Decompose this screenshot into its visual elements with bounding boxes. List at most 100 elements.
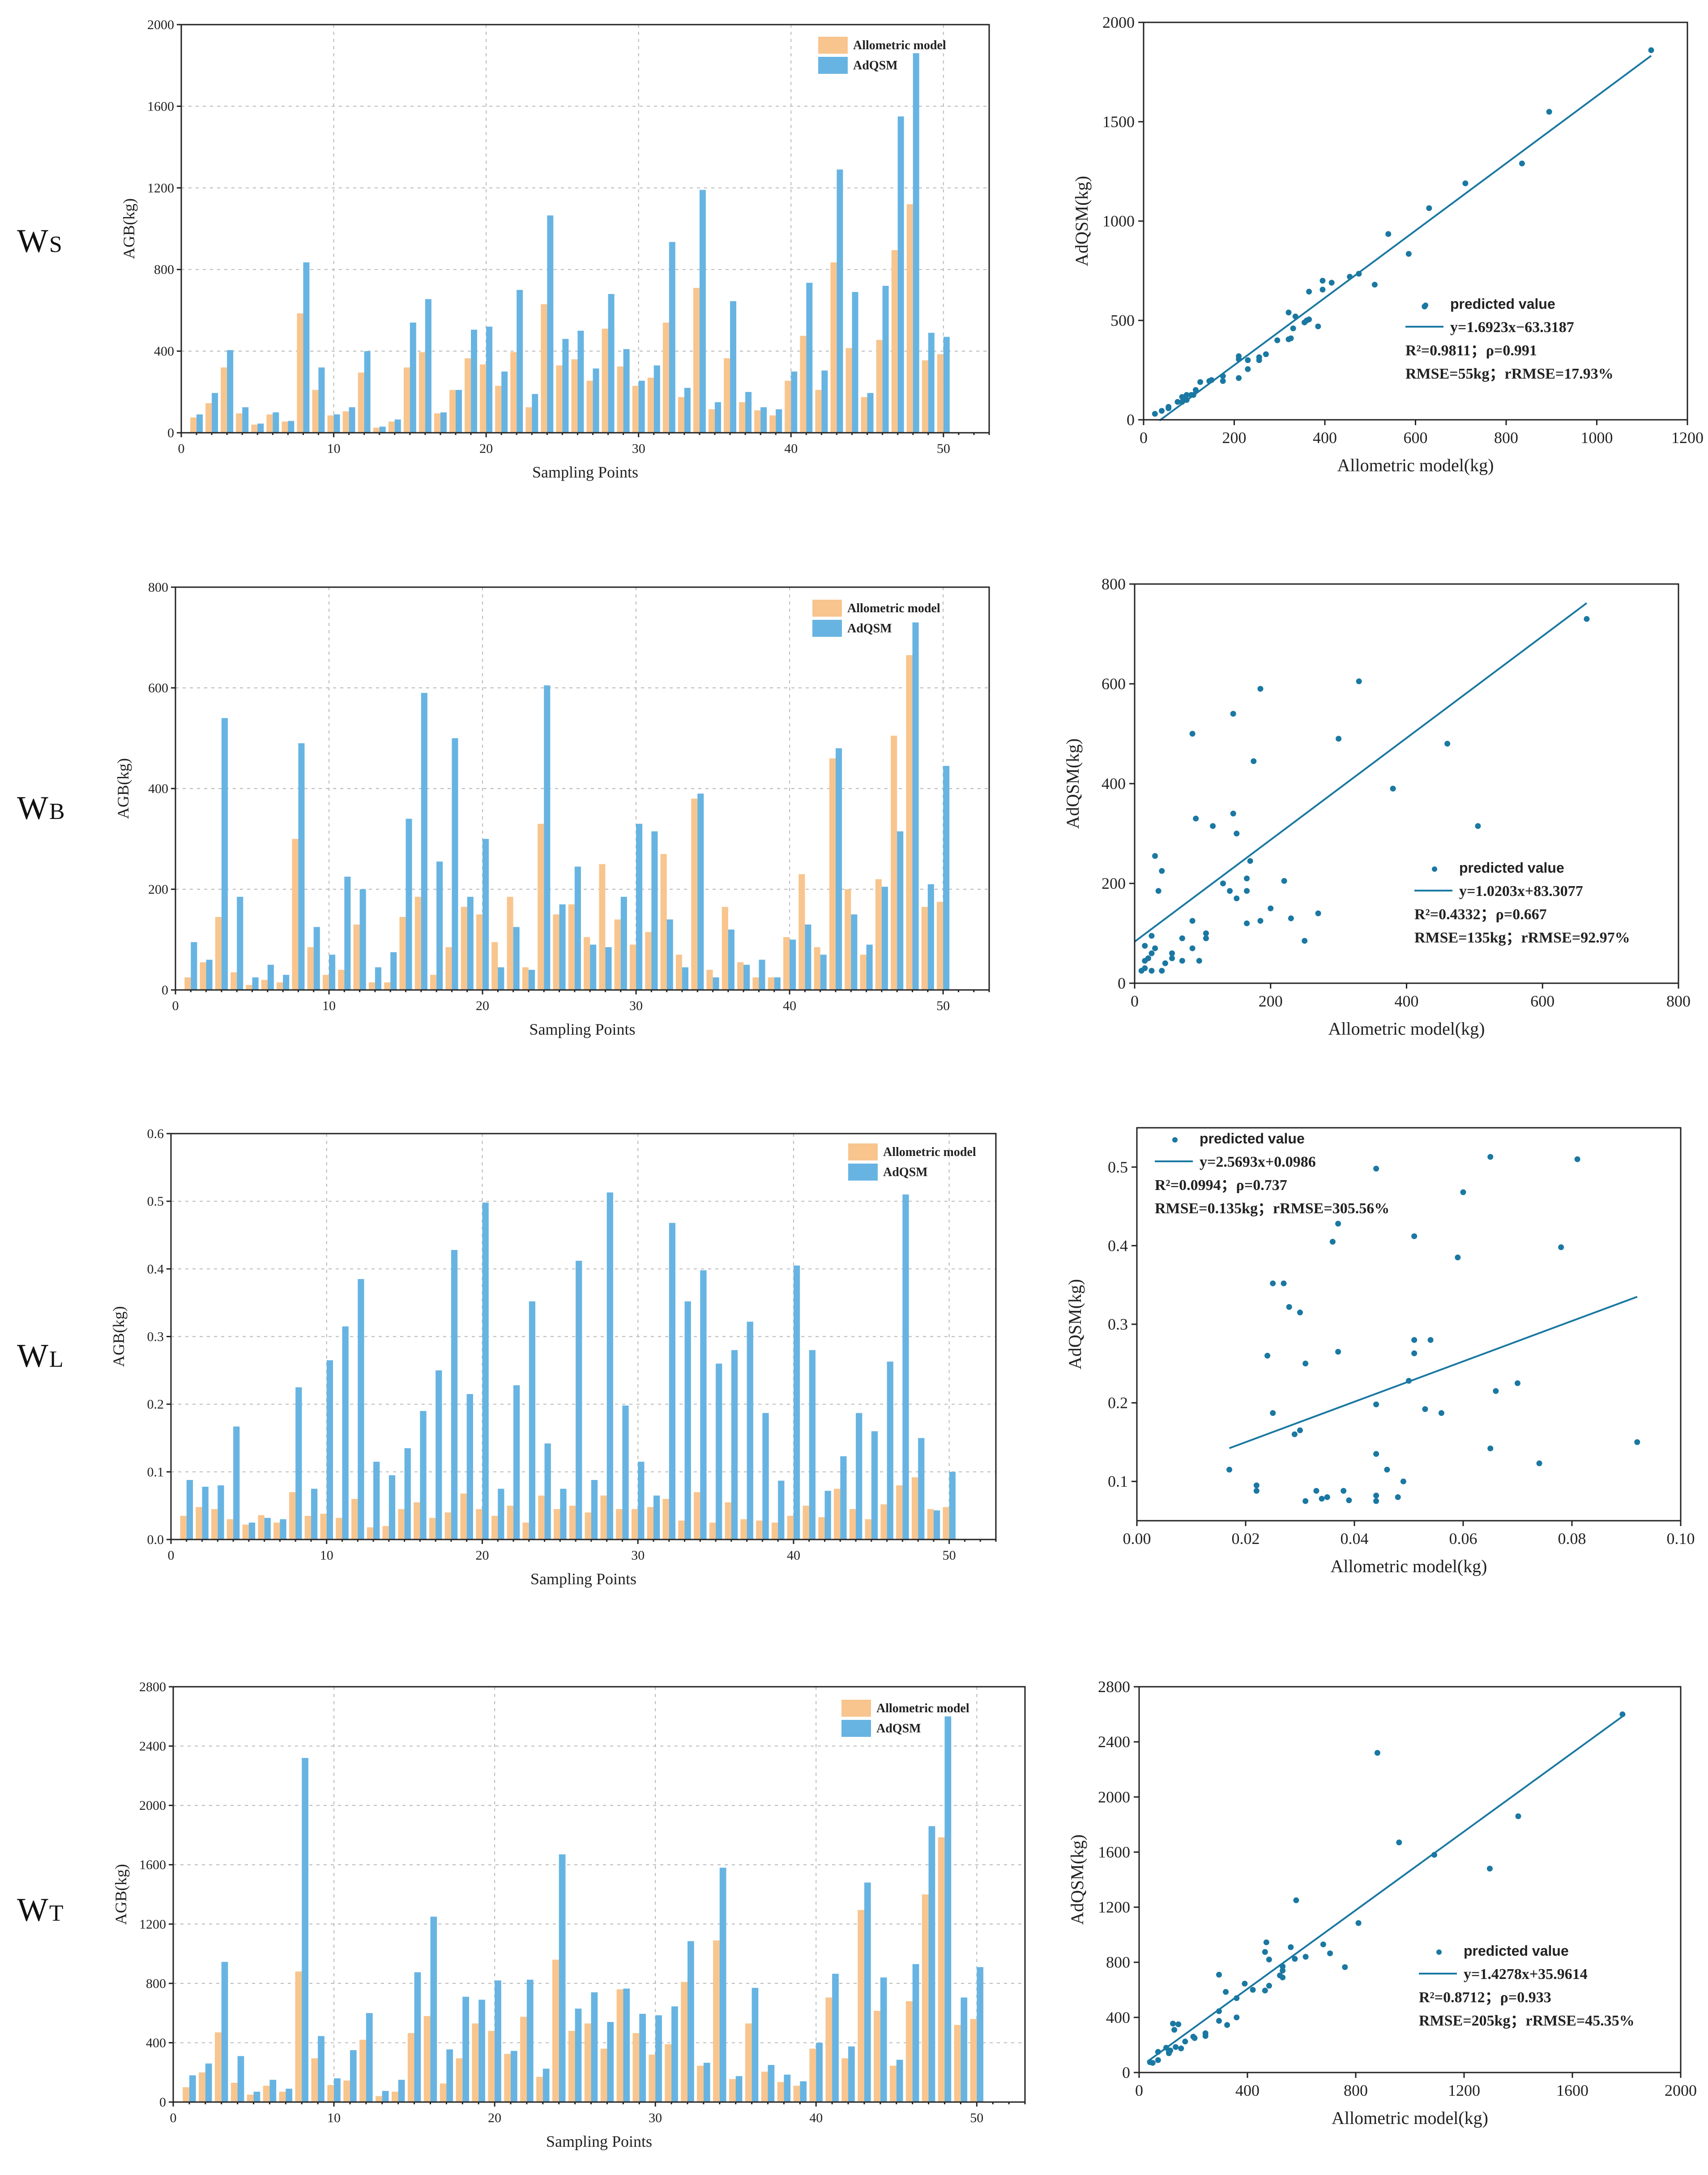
bar-adqsm (851, 914, 858, 990)
bar-adqsm (344, 876, 351, 990)
bar-adqsm (252, 977, 259, 990)
x-tick-label: 30 (649, 2111, 662, 2125)
fit-equation: y=1.4278x+35.9614 (1464, 1966, 1588, 1983)
bar-adqsm (436, 861, 443, 990)
bar-adqsm (913, 53, 919, 433)
bar-allometric (568, 2030, 575, 2102)
y-tick-label: 1200 (1098, 1898, 1130, 1916)
y-tick-label: 2400 (1098, 1733, 1130, 1751)
scatter-point (1285, 309, 1292, 316)
bar-adqsm (896, 2060, 903, 2102)
x-axis-title: Allometric model(kg) (1328, 1019, 1485, 1039)
y-tick-label: 800 (1106, 1953, 1130, 1971)
bar-adqsm (333, 414, 340, 433)
bar-allometric (373, 427, 380, 433)
scatter-point (1242, 1980, 1248, 1987)
bar-allometric (338, 970, 345, 990)
scatter-point (1203, 935, 1209, 942)
bar-adqsm (762, 1413, 769, 1540)
bar-allometric (261, 980, 268, 990)
bar-allometric (429, 1518, 436, 1540)
bar-adqsm (373, 1462, 380, 1540)
fit-r2-rho: R²=0.8712；ρ=0.933 (1419, 1989, 1551, 2006)
legend-swatch-allometric (818, 37, 848, 54)
scatter-point (1411, 1233, 1418, 1239)
wl-bar-chart: 0 10 20 30 40 50 0.0 0.1 0.2 0.3 0.4 0.5 0.6 Sampling… (110, 1126, 997, 1588)
bar-adqsm (835, 748, 842, 990)
bar-adqsm (329, 955, 336, 990)
bar-adqsm (562, 339, 569, 433)
bar-allometric (600, 2048, 607, 2102)
scatter-point (1329, 1239, 1336, 1245)
bar-allometric (614, 919, 621, 990)
bar-adqsm (735, 2076, 743, 2102)
bar-allometric (834, 1488, 841, 1540)
bar-adqsm (682, 967, 689, 990)
bar-adqsm (440, 412, 447, 433)
bar-adqsm (334, 2078, 341, 2102)
scatter-point (1266, 1983, 1272, 1989)
bar-adqsm (752, 1987, 759, 2102)
scatter-point (1182, 2039, 1188, 2045)
bar-adqsm (280, 1519, 286, 1540)
bar-adqsm (466, 1394, 473, 1540)
bar-adqsm (743, 964, 750, 990)
x-tick-label: 0 (168, 1548, 175, 1563)
bar-adqsm (544, 1443, 551, 1540)
scatter-point (1179, 958, 1185, 964)
y-tick-label: 0.4 (147, 1262, 164, 1276)
y-tick-label: 0 (159, 2095, 166, 2110)
bar-adqsm (728, 930, 734, 990)
bar-allometric (388, 421, 395, 433)
bar-allometric (616, 1509, 623, 1540)
scatter-point (1152, 853, 1158, 859)
bar-allometric (662, 322, 669, 433)
y-tick-label: 800 (1102, 575, 1126, 593)
row-label-ws: WS (17, 223, 62, 260)
x-tick-label: 0 (1135, 2081, 1143, 2099)
bar-adqsm (559, 904, 566, 990)
bar-adqsm (375, 967, 381, 990)
legend-label-adqsm: AdQSM (853, 59, 898, 72)
x-tick-label: 0.10 (1667, 1530, 1695, 1548)
bar-allometric (876, 340, 883, 433)
bar-allometric (629, 944, 636, 990)
scatter-point (1406, 1378, 1412, 1384)
scatter-point (1244, 888, 1250, 894)
bar-allometric (584, 2023, 591, 2102)
bar-allometric (740, 1519, 747, 1540)
bar-allometric (200, 962, 206, 990)
scatter-point (1166, 2050, 1172, 2056)
bar-adqsm (486, 326, 493, 433)
bar-adqsm (446, 2049, 453, 2102)
wb-bar-chart: 0 10 20 30 40 50 0 200 400 600 800 Sampling Points A… (114, 580, 990, 1038)
y-tick-label: 200 (1102, 874, 1126, 892)
scatter-point (1390, 785, 1396, 792)
legend-swatch-adqsm (812, 620, 842, 637)
bar-allometric (761, 2072, 768, 2102)
scatter-point (1328, 280, 1335, 286)
bar-adqsm (342, 1326, 349, 1540)
bar-adqsm (730, 301, 737, 433)
bar-adqsm (410, 322, 416, 433)
bar-adqsm (517, 290, 523, 433)
scatter-point (1155, 888, 1161, 894)
bar-allometric (522, 967, 529, 990)
legend-marker-point (1172, 1137, 1178, 1143)
scatter-point (1411, 1350, 1418, 1356)
bar-allometric (538, 823, 544, 990)
bar-allometric (777, 2082, 784, 2102)
bar-adqsm (622, 1405, 629, 1540)
bar-allometric (522, 1522, 529, 1540)
y-tick-label: 0 (1127, 411, 1135, 429)
bar-allometric (724, 358, 730, 433)
scatter-point (1264, 1352, 1271, 1359)
scatter-point (1142, 965, 1148, 972)
scatter-point (1315, 910, 1321, 917)
bar-adqsm (478, 2000, 485, 2102)
bar-allometric (665, 2044, 672, 2102)
bar-allometric (418, 352, 425, 433)
bar-adqsm (928, 333, 935, 433)
x-tick-label: 40 (783, 998, 796, 1013)
